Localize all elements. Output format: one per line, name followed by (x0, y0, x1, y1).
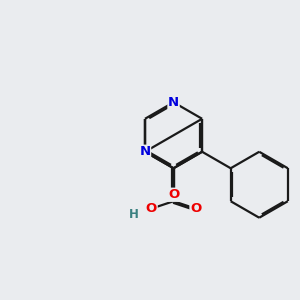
Text: O: O (146, 202, 157, 215)
Text: N: N (168, 96, 179, 109)
Text: H: H (129, 208, 139, 221)
Text: O: O (168, 188, 179, 201)
Text: N: N (140, 145, 151, 158)
Text: O: O (190, 202, 201, 215)
